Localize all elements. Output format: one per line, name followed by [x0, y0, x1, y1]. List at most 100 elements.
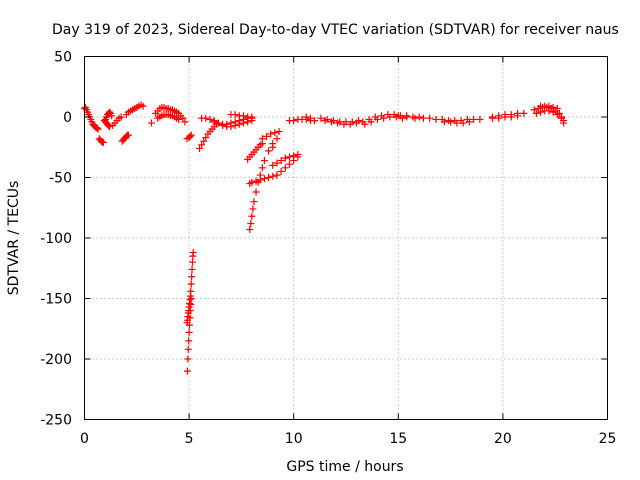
data-point	[507, 113, 515, 121]
data-point	[286, 160, 294, 168]
x-tick-label: 15	[389, 431, 407, 447]
data-point	[202, 134, 210, 142]
data-point	[273, 171, 281, 179]
data-point	[557, 114, 565, 122]
data-point	[186, 314, 194, 322]
data-point	[373, 115, 381, 123]
data-point	[252, 188, 260, 196]
data-point	[495, 114, 503, 122]
series-s19	[246, 171, 281, 188]
data-point	[411, 114, 419, 122]
data-point	[106, 123, 114, 131]
series-s30	[361, 113, 406, 128]
data-point	[188, 265, 196, 273]
data-point	[553, 111, 561, 119]
data-point	[269, 172, 277, 180]
data-point	[139, 102, 147, 110]
data-point	[277, 167, 285, 175]
data-point	[361, 120, 369, 128]
data-point	[246, 226, 254, 234]
series-s16	[210, 117, 256, 131]
data-point	[459, 119, 467, 127]
data-point	[311, 117, 319, 125]
y-tick-label: 0	[63, 110, 72, 126]
series-s9	[152, 103, 189, 126]
data-point	[189, 249, 197, 257]
data-point	[93, 124, 101, 132]
data-point	[501, 113, 509, 121]
data-point	[185, 337, 193, 345]
series-s23	[273, 153, 302, 179]
data-point	[394, 112, 402, 120]
series-s2	[95, 135, 107, 146]
data-point	[265, 174, 273, 181]
series-s26	[302, 113, 314, 122]
x-axis-label: GPS time / hours	[286, 459, 403, 475]
data-point	[175, 115, 183, 123]
data-point	[380, 114, 388, 122]
data-point	[186, 321, 194, 329]
series-s4	[101, 118, 114, 131]
series-s28	[321, 117, 360, 128]
data-point	[367, 118, 375, 126]
series-s24	[269, 151, 302, 169]
y-tick-label: -100	[40, 231, 72, 247]
data-point	[219, 121, 227, 129]
x-tick-label: 10	[285, 431, 303, 447]
series-s8	[147, 119, 155, 127]
data-point	[269, 161, 277, 169]
data-point	[187, 301, 195, 309]
data-point	[273, 135, 281, 143]
data-point	[340, 120, 348, 128]
series-s6	[118, 131, 132, 145]
data-point	[202, 114, 210, 122]
data-point	[239, 119, 247, 127]
y-tick-label: -150	[40, 292, 72, 308]
y-tick-label: 50	[54, 50, 72, 66]
series-s18	[246, 135, 281, 234]
data-point	[306, 114, 314, 122]
series-s34	[488, 109, 528, 121]
x-tick-label: 20	[494, 431, 512, 447]
series-s5	[109, 113, 125, 129]
data-point	[294, 151, 302, 159]
data-point	[206, 115, 214, 123]
data-point	[106, 108, 114, 116]
data-point	[260, 175, 268, 183]
data-point	[187, 280, 195, 288]
data-point	[187, 295, 195, 302]
data-point	[386, 113, 394, 121]
data-point	[447, 118, 455, 126]
y-tick-label: -250	[40, 413, 72, 429]
data-point	[403, 113, 411, 121]
data-point	[185, 328, 193, 336]
series-s21	[258, 128, 283, 143]
data-point	[432, 115, 440, 123]
data-point	[415, 113, 423, 121]
data-point	[537, 108, 545, 116]
data-point	[248, 113, 256, 121]
data-point	[488, 114, 496, 122]
data-point	[277, 157, 285, 165]
series-s10	[154, 111, 183, 123]
data-point	[263, 132, 271, 140]
series-s35	[488, 112, 522, 122]
data-point	[275, 128, 283, 136]
series-s7	[122, 101, 147, 119]
chart-title: Day 319 of 2023, Sidereal Day-to-day VTE…	[52, 22, 619, 38]
series-s14	[196, 120, 220, 152]
data-point	[124, 131, 132, 139]
series-s27	[317, 114, 363, 126]
data-point	[181, 118, 189, 126]
series-s37	[532, 107, 568, 127]
data-point	[187, 287, 195, 295]
data-point	[302, 113, 310, 121]
data-point	[321, 117, 329, 125]
ticks-layer: 0 5 10 15 20 25 -250 -200 -150 -100 -50 0 50	[40, 50, 616, 448]
data-point	[99, 138, 107, 146]
data-point	[247, 219, 255, 227]
data-point	[184, 345, 192, 353]
series-s17	[227, 111, 256, 121]
data-point	[227, 123, 235, 131]
